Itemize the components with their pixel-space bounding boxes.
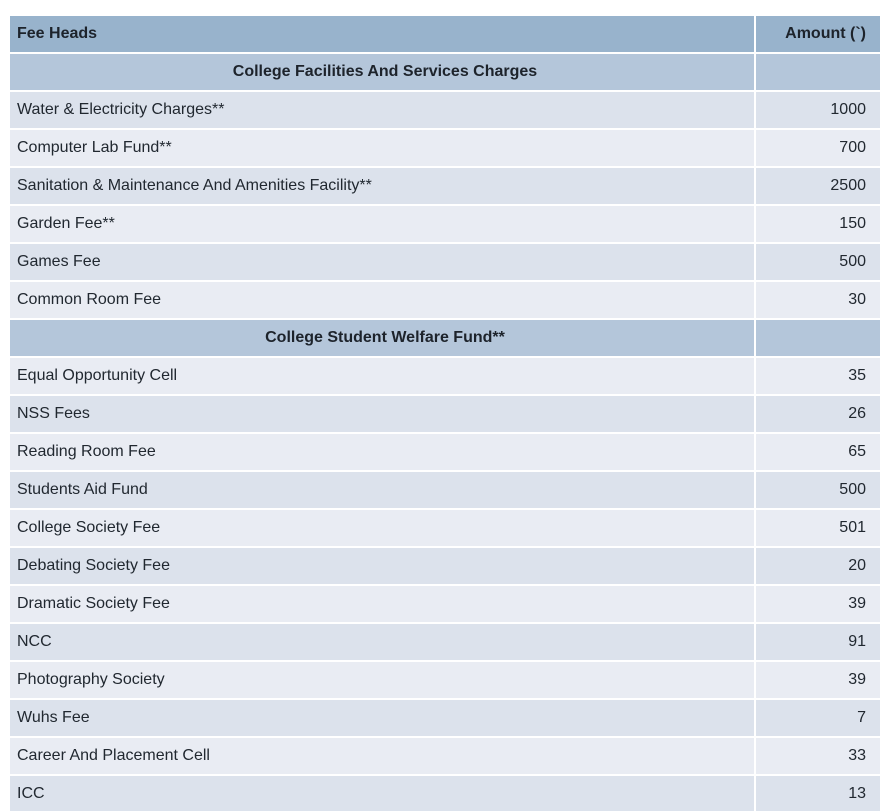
section-header-row: College Student Welfare Fund** [10,320,880,356]
amount-cell: 20 [756,548,880,584]
amount-cell: 33 [756,738,880,774]
fee-head-cell: College Society Fee [10,510,756,546]
amount-cell: 7 [756,700,880,736]
fee-head-cell: NCC [10,624,756,660]
amount-cell: 500 [756,244,880,280]
table-row: Students Aid Fund 500 [10,472,880,508]
fee-head-cell: Career And Placement Cell [10,738,756,774]
table-row: Wuhs Fee 7 [10,700,880,736]
table-row: NCC 91 [10,624,880,660]
amount-cell: 1000 [756,92,880,128]
table-row: ICC 13 [10,776,880,811]
table-row: College Society Fee 501 [10,510,880,546]
amount-cell: 501 [756,510,880,546]
fee-head-cell: Photography Society [10,662,756,698]
amount-cell: 39 [756,586,880,622]
table-row: Debating Society Fee 20 [10,548,880,584]
table-row: Games Fee 500 [10,244,880,280]
fee-head-cell: ICC [10,776,756,811]
amount-cell: 65 [756,434,880,470]
fee-head-cell: Water & Electricity Charges** [10,92,756,128]
amount-cell: 91 [756,624,880,660]
section-amount-spacer [756,320,880,356]
fee-head-cell: Wuhs Fee [10,700,756,736]
column-header-fee-heads: Fee Heads [10,16,756,52]
table-row: Photography Society 39 [10,662,880,698]
fee-head-cell: Computer Lab Fund** [10,130,756,166]
table-row: Garden Fee** 150 [10,206,880,242]
table-row: Dramatic Society Fee 39 [10,586,880,622]
fee-head-cell: Games Fee [10,244,756,280]
section-header-row: College Facilities And Services Charges [10,54,880,90]
section-title: College Student Welfare Fund** [10,320,756,356]
table-row: NSS Fees 26 [10,396,880,432]
table-row: Computer Lab Fund** 700 [10,130,880,166]
table-row: Career And Placement Cell 33 [10,738,880,774]
fee-head-cell: Reading Room Fee [10,434,756,470]
section-amount-spacer [756,54,880,90]
fee-head-cell: Dramatic Society Fee [10,586,756,622]
column-header-amount: Amount (`) [756,16,880,52]
amount-cell: 500 [756,472,880,508]
fee-head-cell: Equal Opportunity Cell [10,358,756,394]
table-row: Equal Opportunity Cell 35 [10,358,880,394]
fee-table-body: College Facilities And Services Charges W… [10,54,880,811]
table-row: Sanitation & Maintenance And Amenities F… [10,168,880,204]
amount-cell: 150 [756,206,880,242]
fee-head-cell: Common Room Fee [10,282,756,318]
fee-head-cell: Garden Fee** [10,206,756,242]
amount-cell: 30 [756,282,880,318]
fee-table: Fee Heads Amount (`) College Facilities … [10,14,880,811]
section-title: College Facilities And Services Charges [10,54,756,90]
fee-head-cell: Students Aid Fund [10,472,756,508]
amount-cell: 26 [756,396,880,432]
amount-cell: 35 [756,358,880,394]
amount-cell: 13 [756,776,880,811]
table-header-row: Fee Heads Amount (`) [10,16,880,52]
fee-head-cell: Sanitation & Maintenance And Amenities F… [10,168,756,204]
amount-cell: 700 [756,130,880,166]
amount-cell: 2500 [756,168,880,204]
fee-head-cell: Debating Society Fee [10,548,756,584]
fee-head-cell: NSS Fees [10,396,756,432]
table-row: Water & Electricity Charges** 1000 [10,92,880,128]
amount-cell: 39 [756,662,880,698]
table-row: Common Room Fee 30 [10,282,880,318]
table-row: Reading Room Fee 65 [10,434,880,470]
